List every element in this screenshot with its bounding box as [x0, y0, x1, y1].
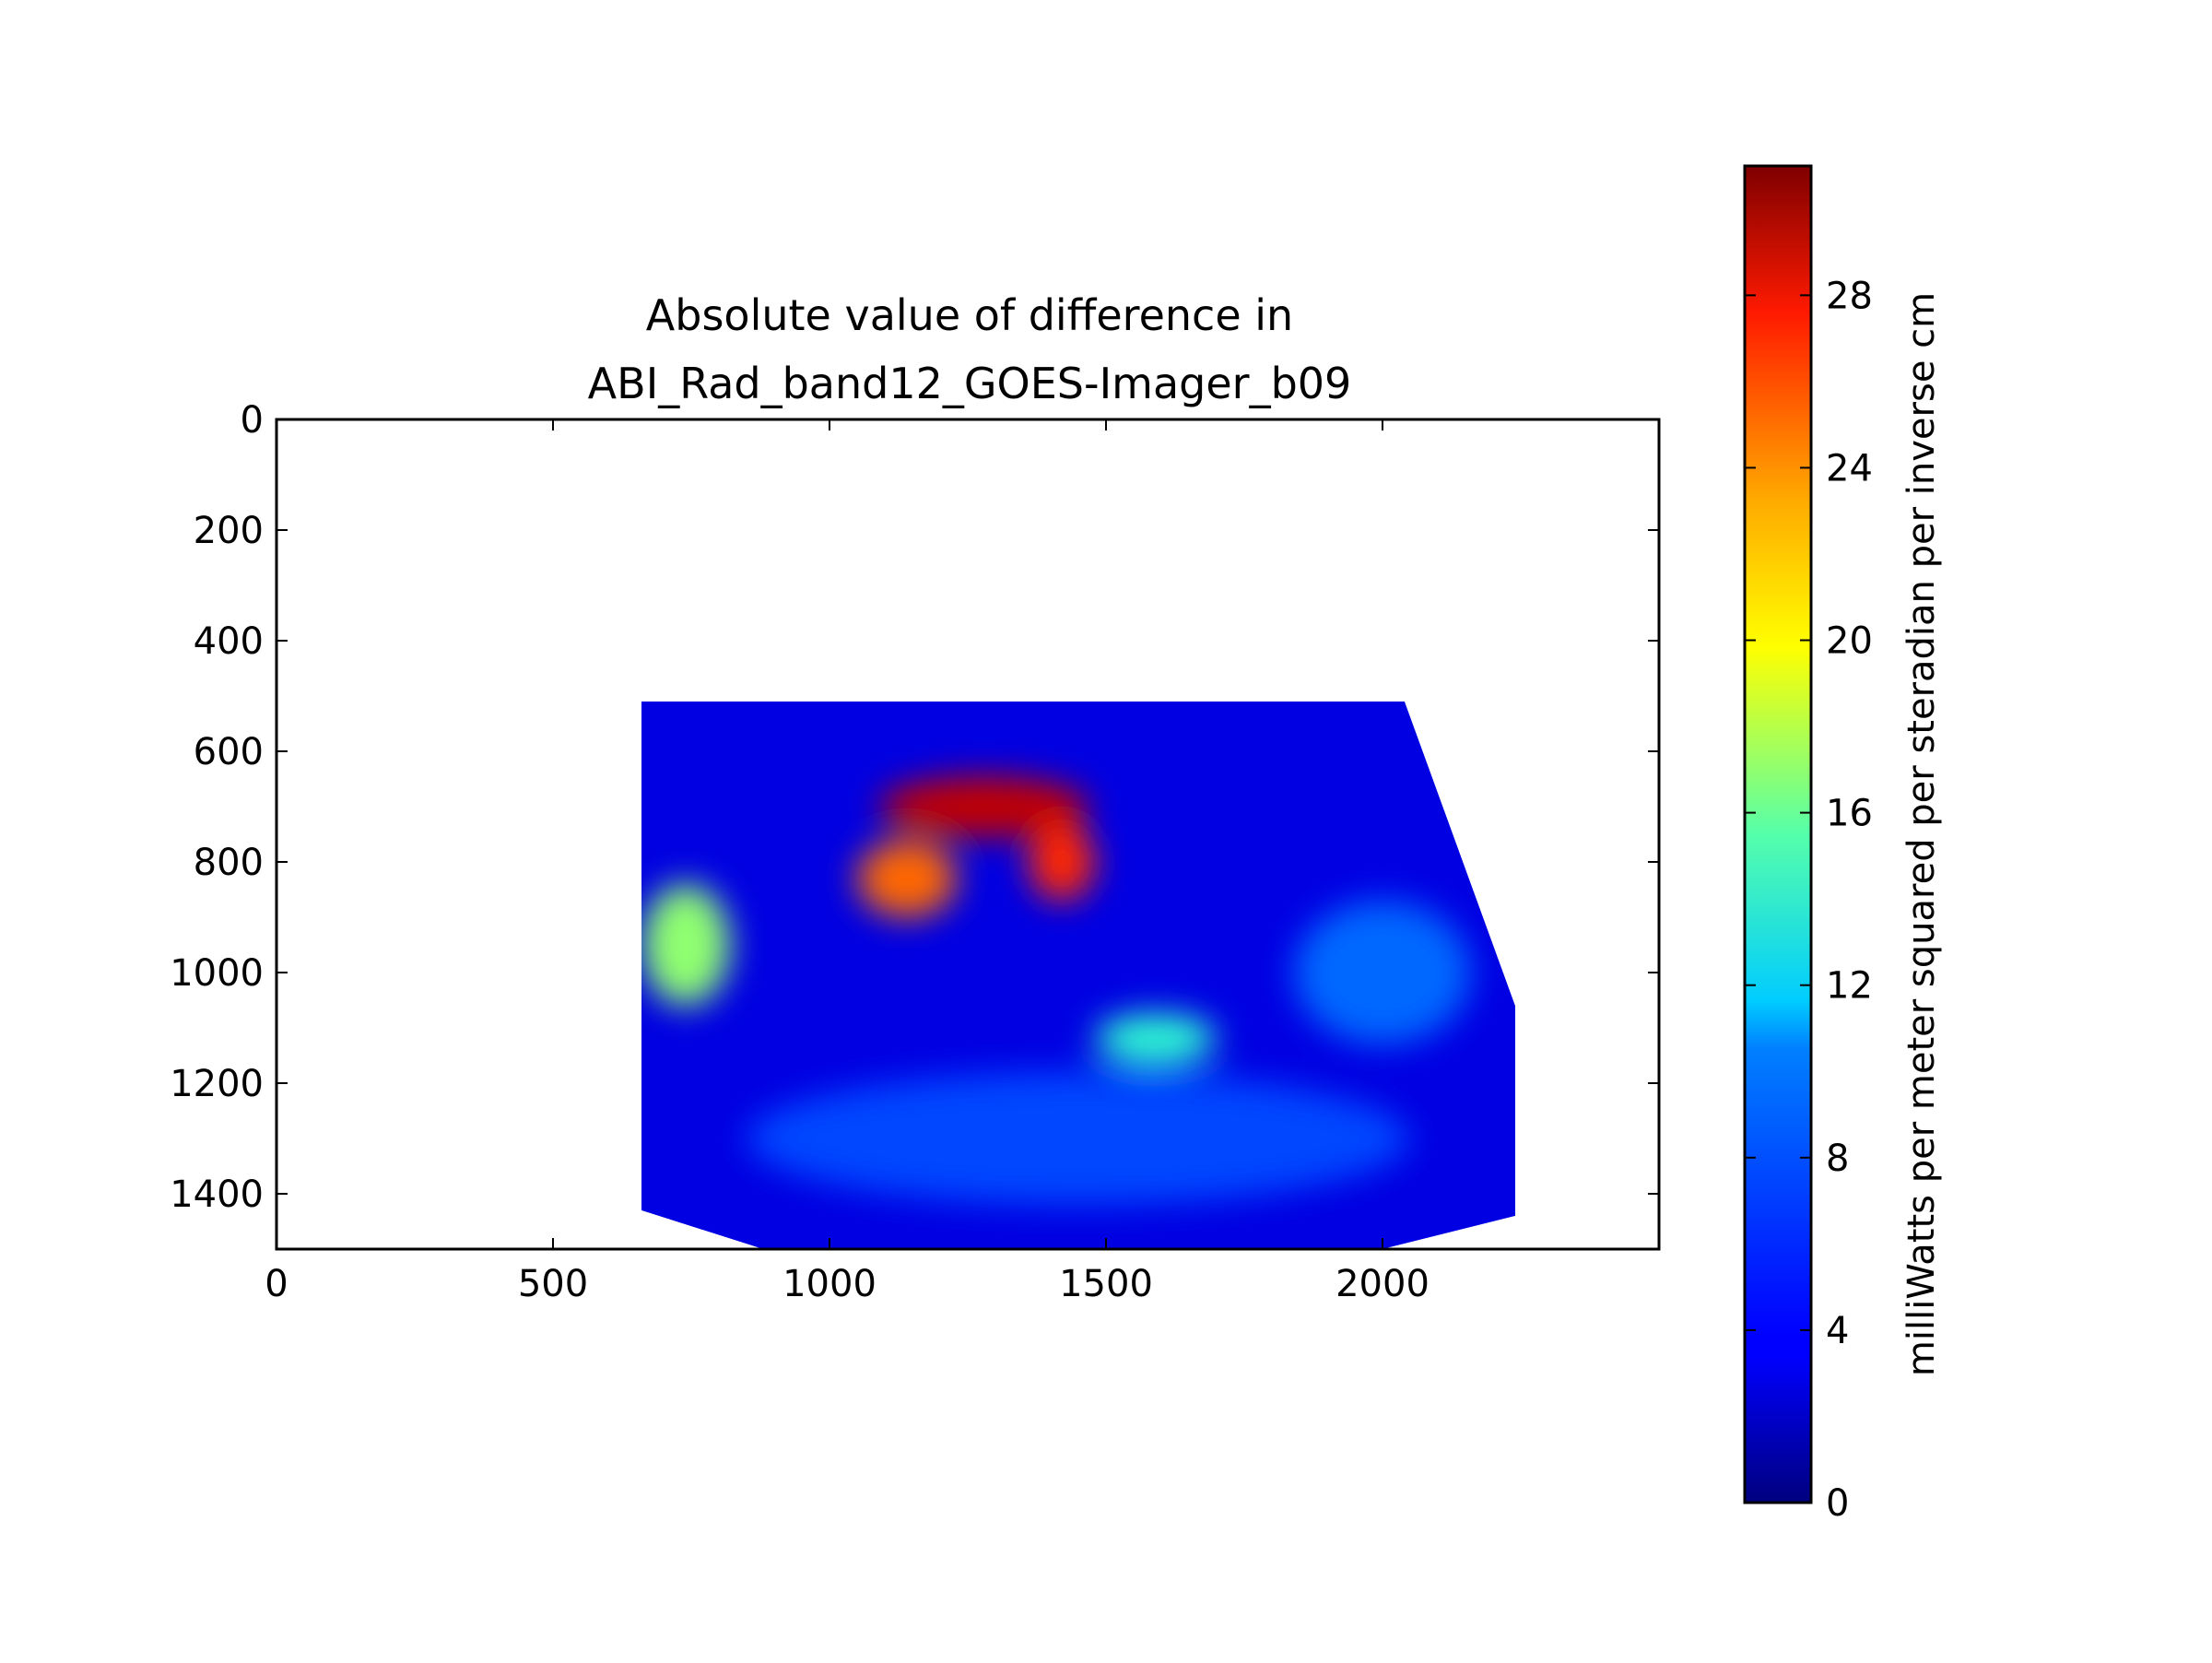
x-tick-label: 1000: [782, 1263, 877, 1305]
colorbar-tick-label: 4: [1826, 1310, 1849, 1352]
heatmap-blob: [1294, 901, 1471, 1044]
plot-area: [641, 702, 1515, 1249]
heatmap-image: [641, 702, 1515, 1249]
colorbar-axis: 0 4 8 12 16 20 24 28: [1745, 275, 1873, 1525]
x-tick-label: 2000: [1335, 1263, 1430, 1305]
x-axis: 0 500 1000 1500 2000: [265, 419, 1430, 1305]
y-tick-label: 600: [194, 731, 264, 773]
chart-title-line-1: Absolute value of difference in: [646, 290, 1293, 340]
colorbar-tick-label: 8: [1826, 1138, 1849, 1180]
y-tick-label: 400: [194, 620, 264, 663]
y-axis: 0 200 400 600 800 1000 1200 1400: [170, 399, 1659, 1216]
heatmap-blob: [747, 1072, 1410, 1205]
heatmap-blob: [641, 884, 730, 1006]
x-tick-label: 1500: [1059, 1263, 1153, 1305]
colorbar-frame: [1743, 164, 1813, 1504]
x-tick-label: 500: [518, 1263, 588, 1305]
heatmap-features: [641, 776, 1471, 1205]
heatmap-blob: [1029, 823, 1095, 901]
y-tick-label: 200: [194, 510, 264, 552]
chart-title-line-2: ABI_Rad_band12_GOES-Imager_b09: [588, 359, 1352, 408]
colorbar-tick-label: 0: [1826, 1482, 1849, 1525]
y-tick-label: 1200: [170, 1063, 264, 1105]
x-tick-label: 0: [265, 1263, 288, 1305]
y-tick-label: 1000: [170, 952, 264, 995]
y-tick-label: 0: [241, 399, 264, 442]
colorbar-tick-label: 28: [1826, 275, 1873, 317]
colorbar-label: milliWatts per meter squared per steradi…: [1900, 292, 1943, 1376]
y-tick-label: 1400: [170, 1174, 264, 1216]
colorbar-tick-label: 16: [1826, 793, 1873, 835]
heatmap-blob: [1095, 1014, 1217, 1064]
colorbar-tick-label: 24: [1826, 447, 1873, 489]
heatmap-blob: [857, 840, 957, 917]
y-tick-label: 800: [194, 842, 264, 884]
colorbar-tick-label: 20: [1826, 620, 1873, 663]
heatmap-blob: [879, 776, 1089, 837]
colorbar-gradient: [1745, 166, 1811, 1503]
colorbar-tick-label: 12: [1826, 965, 1873, 1008]
plot-frame: [275, 418, 1661, 1251]
